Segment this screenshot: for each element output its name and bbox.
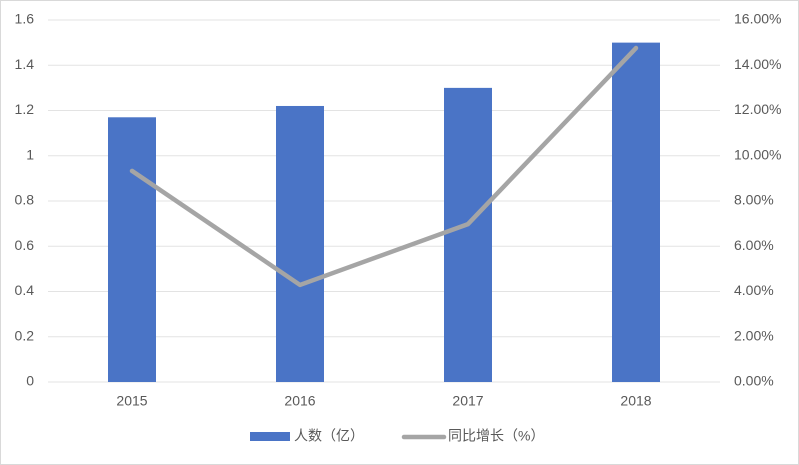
bar — [612, 42, 660, 382]
y-tick-label: 1.4 — [15, 56, 35, 72]
y2-tick-label: 16.00% — [734, 11, 781, 27]
y-tick-label: 0.4 — [15, 282, 35, 298]
y2-tick-label: 2.00% — [734, 327, 774, 343]
y-tick-label: 1.6 — [15, 11, 35, 27]
x-tick-label: 2017 — [452, 393, 483, 409]
y2-tick-label: 8.00% — [734, 192, 774, 208]
line — [129, 45, 639, 288]
bar — [108, 117, 156, 382]
y2-tick-label: 14.00% — [734, 56, 781, 72]
y-tick-label: 0.8 — [15, 192, 35, 208]
y-tick-label: 1 — [26, 146, 34, 162]
legend-label: 人数（亿） — [294, 428, 364, 444]
x-tick-label: 2015 — [116, 393, 147, 409]
legend-swatch — [250, 432, 290, 441]
bar — [444, 87, 492, 382]
y2-tick-label: 12.00% — [734, 101, 781, 117]
y-tick-label: 0.6 — [15, 237, 35, 253]
y2-tick-label: 6.00% — [734, 237, 774, 253]
y2-tick-label: 0.00% — [734, 373, 774, 389]
x-tick-label: 2016 — [284, 393, 315, 409]
bar — [276, 105, 324, 382]
legend-label: 同比增长（%） — [448, 428, 544, 444]
y-tick-label: 1.2 — [15, 101, 35, 117]
y-tick-label: 0.2 — [15, 327, 35, 343]
y-tick-label: 0 — [26, 373, 34, 389]
y2-tick-label: 4.00% — [734, 282, 774, 298]
x-tick-label: 2018 — [620, 393, 651, 409]
y2-tick-label: 10.00% — [734, 146, 781, 162]
